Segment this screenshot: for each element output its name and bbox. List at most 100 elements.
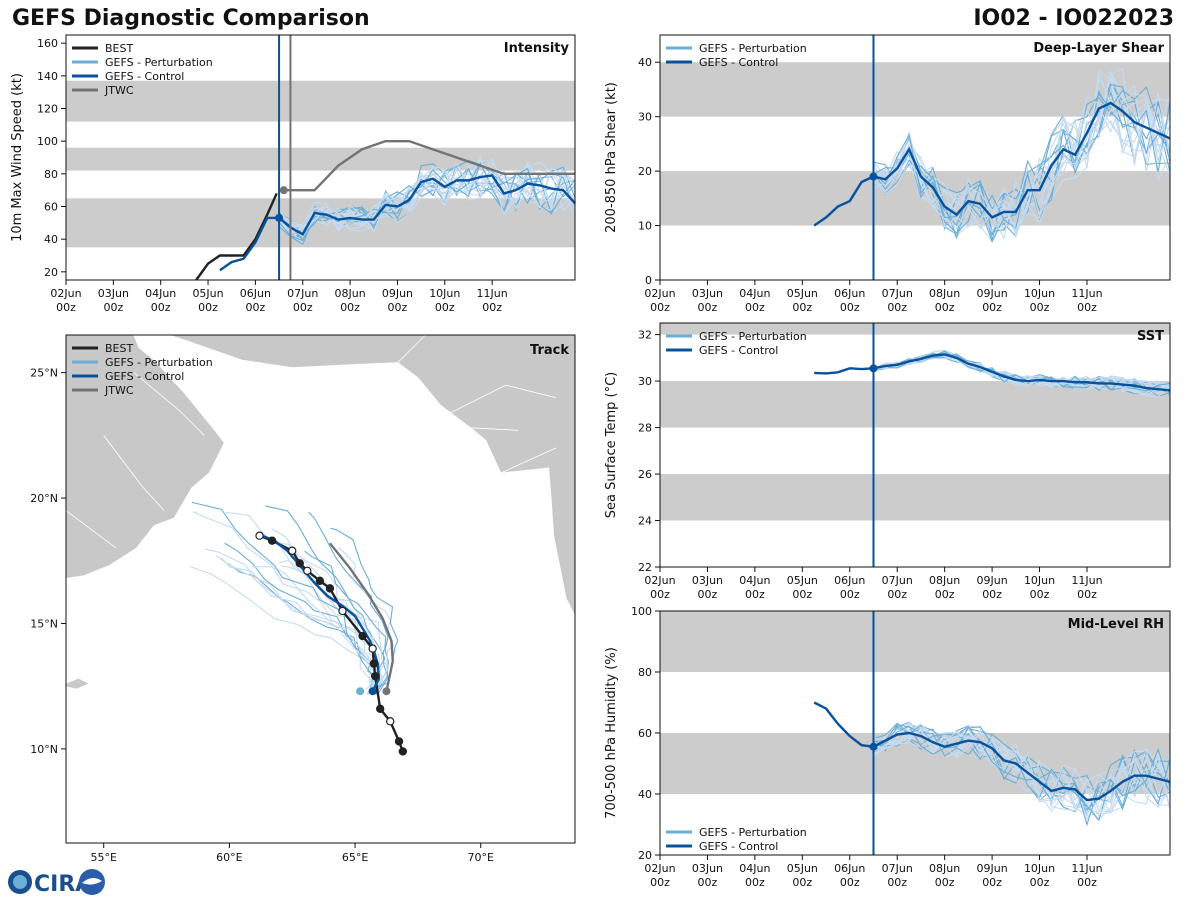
best-track-point	[303, 566, 312, 576]
band	[66, 80, 575, 122]
x-tick-sublabel: 00z	[1077, 301, 1097, 314]
x-tick-sublabel: 00z	[935, 876, 955, 889]
legend-label: GEFS - Perturbation	[699, 330, 807, 343]
best-track-point	[338, 606, 347, 616]
x-tick-label: 08Jun	[929, 574, 960, 587]
x-tick-label: 05Jun	[192, 287, 223, 300]
legend-label: GEFS - Control	[699, 840, 778, 853]
y-tick-label: 32	[638, 329, 652, 342]
best-track-point	[267, 536, 277, 545]
perturbation-start-marker	[356, 687, 365, 696]
best-track-point	[288, 546, 297, 555]
x-tick-label: 02Jun	[644, 862, 675, 875]
x-tick-label: 11Jun	[1071, 287, 1102, 300]
legend-label: GEFS - Perturbation	[699, 42, 807, 55]
y-axis-label: 700-500 hPa Humidity (%)	[604, 647, 619, 819]
x-tick-sublabel: 00z	[103, 301, 123, 314]
x-tick-sublabel: 00z	[1030, 588, 1050, 601]
x-tick-sublabel: 00z	[745, 876, 765, 889]
legend-label: JTWC	[104, 84, 134, 97]
legend-label: BEST	[105, 342, 133, 355]
legend-label: BEST	[105, 42, 133, 55]
track-best	[259, 534, 404, 752]
band	[66, 147, 575, 171]
x-tick-sublabel: 00z	[198, 301, 218, 314]
panel-track: 55°E 60°E 65°E 70°E 10°N 15°N 20°N 25°N Track BES…	[30, 334, 576, 864]
x-tick-label: 07Jun	[882, 574, 913, 587]
series-line-jtwc	[283, 139, 575, 192]
x-tick-label: 09Jun	[382, 287, 413, 300]
y-tick-label: 30	[638, 111, 652, 124]
legend-label: GEFS - Control	[105, 370, 184, 383]
x-tick-sublabel: 00z	[698, 588, 718, 601]
x-tick-label: 03Jun	[98, 287, 129, 300]
y-tick-label: 22	[638, 561, 652, 574]
perturbation-line	[873, 93, 1171, 230]
legend-label: GEFS - Perturbation	[105, 56, 213, 69]
y-tick-label: 40	[44, 233, 58, 246]
border-line	[450, 384, 557, 414]
x-tick-label: 11Jun	[477, 287, 508, 300]
x-tick-label: 02Jun	[644, 574, 675, 587]
best-track-point	[375, 704, 385, 713]
border-line	[103, 435, 165, 511]
legend-label: GEFS - Perturbation	[105, 356, 213, 369]
y-tick-label: 30	[638, 375, 652, 388]
y-tick-label: 120	[37, 103, 58, 116]
x-tick-sublabel: 00z	[745, 301, 765, 314]
best-track-point	[369, 659, 379, 668]
land-socotra	[66, 678, 89, 689]
band	[660, 733, 1170, 794]
x-tick-label: 09Jun	[976, 574, 1007, 587]
y-tick-label: 100	[37, 135, 58, 148]
x-tick-sublabel: 00z	[840, 876, 860, 889]
best-track-point	[368, 644, 377, 653]
best-track-point	[325, 584, 335, 593]
perturbation-track	[338, 547, 395, 695]
plot-frame	[65, 34, 576, 281]
x-tick-sublabel: 00z	[650, 588, 670, 601]
x-tick-label: 02Jun	[644, 287, 675, 300]
legend-label: GEFS - Control	[699, 344, 778, 357]
x-tick-label: 05Jun	[787, 862, 818, 875]
y-tick-label: 100	[631, 605, 652, 618]
x-tick-label: 07Jun	[287, 287, 318, 300]
x-tick-label: 10Jun	[1024, 574, 1055, 587]
x-tick-sublabel: 00z	[340, 301, 360, 314]
x-tick-label: 05Jun	[787, 574, 818, 587]
land-arabia	[65, 334, 225, 579]
x-tick-sublabel: 00z	[650, 876, 670, 889]
figure-title: GEFS Diagnostic Comparison	[12, 6, 370, 31]
x-tick-label: 09Jun	[976, 287, 1007, 300]
storm-id: IO02 - IO022023	[973, 6, 1174, 31]
lat-label: 15°N	[30, 617, 58, 630]
x-tick-label: 02Jun	[50, 287, 81, 300]
jtwc-init-marker	[279, 186, 288, 195]
best-track-point	[398, 747, 408, 756]
best-track-point	[394, 737, 404, 746]
x-tick-label: 05Jun	[787, 287, 818, 300]
x-tick-label: 04Jun	[145, 287, 176, 300]
x-tick-label: 06Jun	[834, 862, 865, 875]
x-tick-sublabel: 00z	[840, 301, 860, 314]
y-tick-label: 80	[44, 168, 58, 181]
x-tick-label: 10Jun	[429, 287, 460, 300]
panel-title: Deep-Layer Shear	[1033, 41, 1164, 56]
legend-label: GEFS - Control	[699, 56, 778, 69]
x-tick-sublabel: 00z	[650, 301, 670, 314]
panel-title: Mid-Level RH	[1068, 617, 1164, 632]
y-tick-label: 20	[44, 266, 58, 279]
x-tick-sublabel: 00z	[246, 301, 266, 314]
x-tick-label: 09Jun	[976, 862, 1007, 875]
control-start-marker	[368, 687, 377, 696]
x-tick-sublabel: 00z	[745, 588, 765, 601]
x-tick-label: 03Jun	[692, 862, 723, 875]
x-tick-label: 06Jun	[834, 287, 865, 300]
x-tick-sublabel: 00z	[435, 301, 455, 314]
x-tick-sublabel: 00z	[887, 588, 907, 601]
x-tick-sublabel: 00z	[935, 588, 955, 601]
